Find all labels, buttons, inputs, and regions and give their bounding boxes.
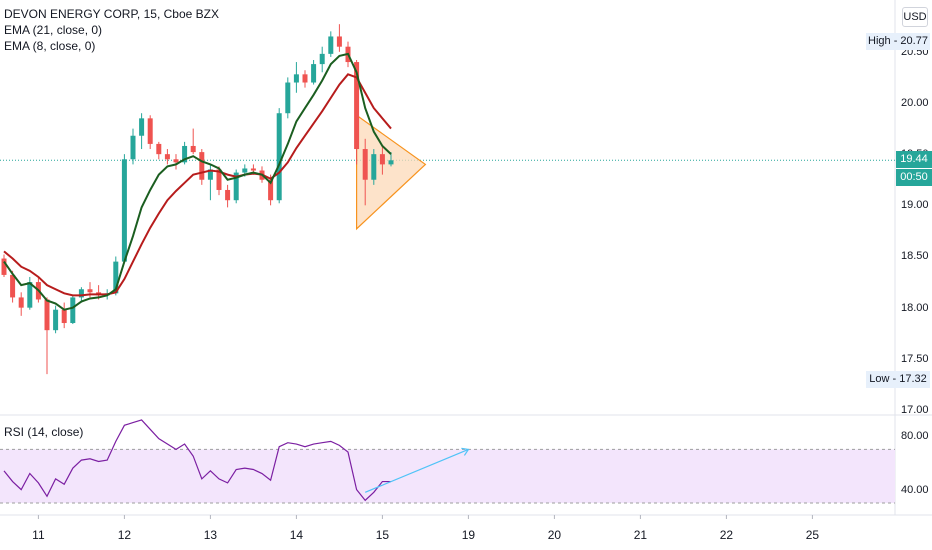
candle-body xyxy=(156,143,162,155)
time-tick-label: 25 xyxy=(805,528,820,542)
candle-body xyxy=(182,145,188,163)
last-price-badge: 19.44 xyxy=(896,151,932,169)
rsi-trendline xyxy=(364,448,469,493)
rsi-tick-label: 40.00 xyxy=(901,483,929,496)
candle-body xyxy=(276,113,282,201)
candle-body xyxy=(190,145,196,153)
time-tick-label: 20 xyxy=(547,528,562,542)
rsi-trendline-arrow xyxy=(461,447,470,456)
candle-body xyxy=(328,36,334,54)
candle-body xyxy=(233,172,239,201)
ema8-line xyxy=(3,52,392,311)
candle-body xyxy=(354,62,360,150)
candle-body xyxy=(61,309,67,324)
candle-body xyxy=(164,154,170,160)
candle-body xyxy=(207,169,213,180)
candle-body xyxy=(285,82,291,114)
price-tick-label: 20.00 xyxy=(901,96,929,109)
countdown-badge: 00:50 xyxy=(896,169,932,187)
price-tick-label: 18.50 xyxy=(901,250,929,263)
candle-body xyxy=(1,258,7,275)
candle-body xyxy=(147,118,153,144)
high-label: High - 20.77 xyxy=(866,33,930,50)
currency-button[interactable]: USD xyxy=(902,7,928,27)
price-tick-label: 19.00 xyxy=(901,199,929,212)
candle-body xyxy=(78,289,84,298)
ema21-legend[interactable]: EMA (21, close, 0) xyxy=(4,23,103,37)
time-tick-label: 14 xyxy=(289,528,304,542)
chart-legend: DEVON ENERGY CORP, 15, Cboe BZX EMA (21,… xyxy=(4,6,219,54)
time-tick-label: 11 xyxy=(32,528,45,542)
symbol-title: DEVON ENERGY CORP, 15, Cboe BZX xyxy=(4,7,219,21)
candle-body xyxy=(379,154,385,165)
time-tick-label: 19 xyxy=(461,528,476,542)
candle-body xyxy=(130,135,136,160)
candle-body xyxy=(293,74,299,83)
triangle-pattern xyxy=(356,114,427,231)
candle-body xyxy=(268,179,274,201)
candle-body xyxy=(199,152,205,180)
time-tick-label: 22 xyxy=(719,528,734,542)
rsi-tick-label: 80.00 xyxy=(901,430,929,442)
price-tick-label: 17.00 xyxy=(901,404,929,416)
candle-body xyxy=(10,274,16,298)
time-tick-label: 13 xyxy=(203,528,218,542)
price-tick-label: 18.00 xyxy=(901,301,929,314)
candle-body xyxy=(53,309,59,331)
candle-body xyxy=(250,168,256,171)
rsi-legend[interactable]: RSI (14, close) xyxy=(4,425,84,439)
candle-body xyxy=(388,160,394,165)
price-tick-label: 17.50 xyxy=(901,352,929,365)
candle-body xyxy=(336,36,342,47)
ema8-legend[interactable]: EMA (8, close, 0) xyxy=(4,39,96,53)
time-tick-label: 12 xyxy=(117,528,132,542)
candle-body xyxy=(87,289,93,293)
time-tick-label: 15 xyxy=(375,528,390,542)
low-label: Low - 17.32 xyxy=(866,371,930,388)
candle-body xyxy=(44,299,50,331)
candle-body xyxy=(139,118,145,136)
ema21-line xyxy=(3,73,392,297)
candle-body xyxy=(216,169,222,190)
rsi-line xyxy=(3,419,391,502)
candle-body xyxy=(225,189,231,201)
time-tick-label: 21 xyxy=(633,528,648,542)
candle-body xyxy=(121,159,127,262)
candle-body xyxy=(319,53,325,65)
candle-body xyxy=(70,297,76,324)
candle-body xyxy=(27,282,33,308)
candle-body xyxy=(362,149,368,180)
candle-body xyxy=(113,261,119,294)
candle-body xyxy=(173,159,179,163)
candle-body xyxy=(311,64,317,83)
candle-body xyxy=(242,168,248,173)
candle-body xyxy=(302,74,308,83)
candle-body xyxy=(371,154,377,180)
candle-body xyxy=(18,297,24,308)
